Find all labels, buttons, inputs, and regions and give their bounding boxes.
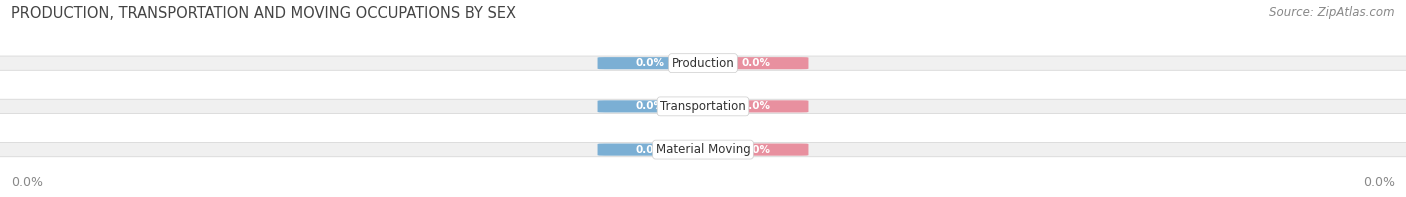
Text: 0.0%: 0.0% bbox=[1362, 176, 1395, 189]
Text: 0.0%: 0.0% bbox=[11, 176, 44, 189]
FancyBboxPatch shape bbox=[703, 57, 808, 69]
Text: 0.0%: 0.0% bbox=[741, 58, 770, 68]
FancyBboxPatch shape bbox=[0, 99, 1406, 113]
FancyBboxPatch shape bbox=[598, 57, 703, 69]
Text: Source: ZipAtlas.com: Source: ZipAtlas.com bbox=[1270, 6, 1395, 19]
FancyBboxPatch shape bbox=[0, 142, 1406, 157]
FancyBboxPatch shape bbox=[0, 56, 1406, 70]
Text: 0.0%: 0.0% bbox=[636, 58, 665, 68]
Text: Production: Production bbox=[672, 57, 734, 70]
FancyBboxPatch shape bbox=[598, 100, 703, 112]
Text: Material Moving: Material Moving bbox=[655, 143, 751, 156]
Text: 0.0%: 0.0% bbox=[741, 101, 770, 111]
Text: 0.0%: 0.0% bbox=[741, 145, 770, 155]
Text: PRODUCTION, TRANSPORTATION AND MOVING OCCUPATIONS BY SEX: PRODUCTION, TRANSPORTATION AND MOVING OC… bbox=[11, 6, 516, 21]
Text: 0.0%: 0.0% bbox=[636, 145, 665, 155]
FancyBboxPatch shape bbox=[703, 100, 808, 112]
Text: 0.0%: 0.0% bbox=[636, 101, 665, 111]
Text: Transportation: Transportation bbox=[661, 100, 745, 113]
FancyBboxPatch shape bbox=[598, 144, 703, 156]
FancyBboxPatch shape bbox=[703, 144, 808, 156]
